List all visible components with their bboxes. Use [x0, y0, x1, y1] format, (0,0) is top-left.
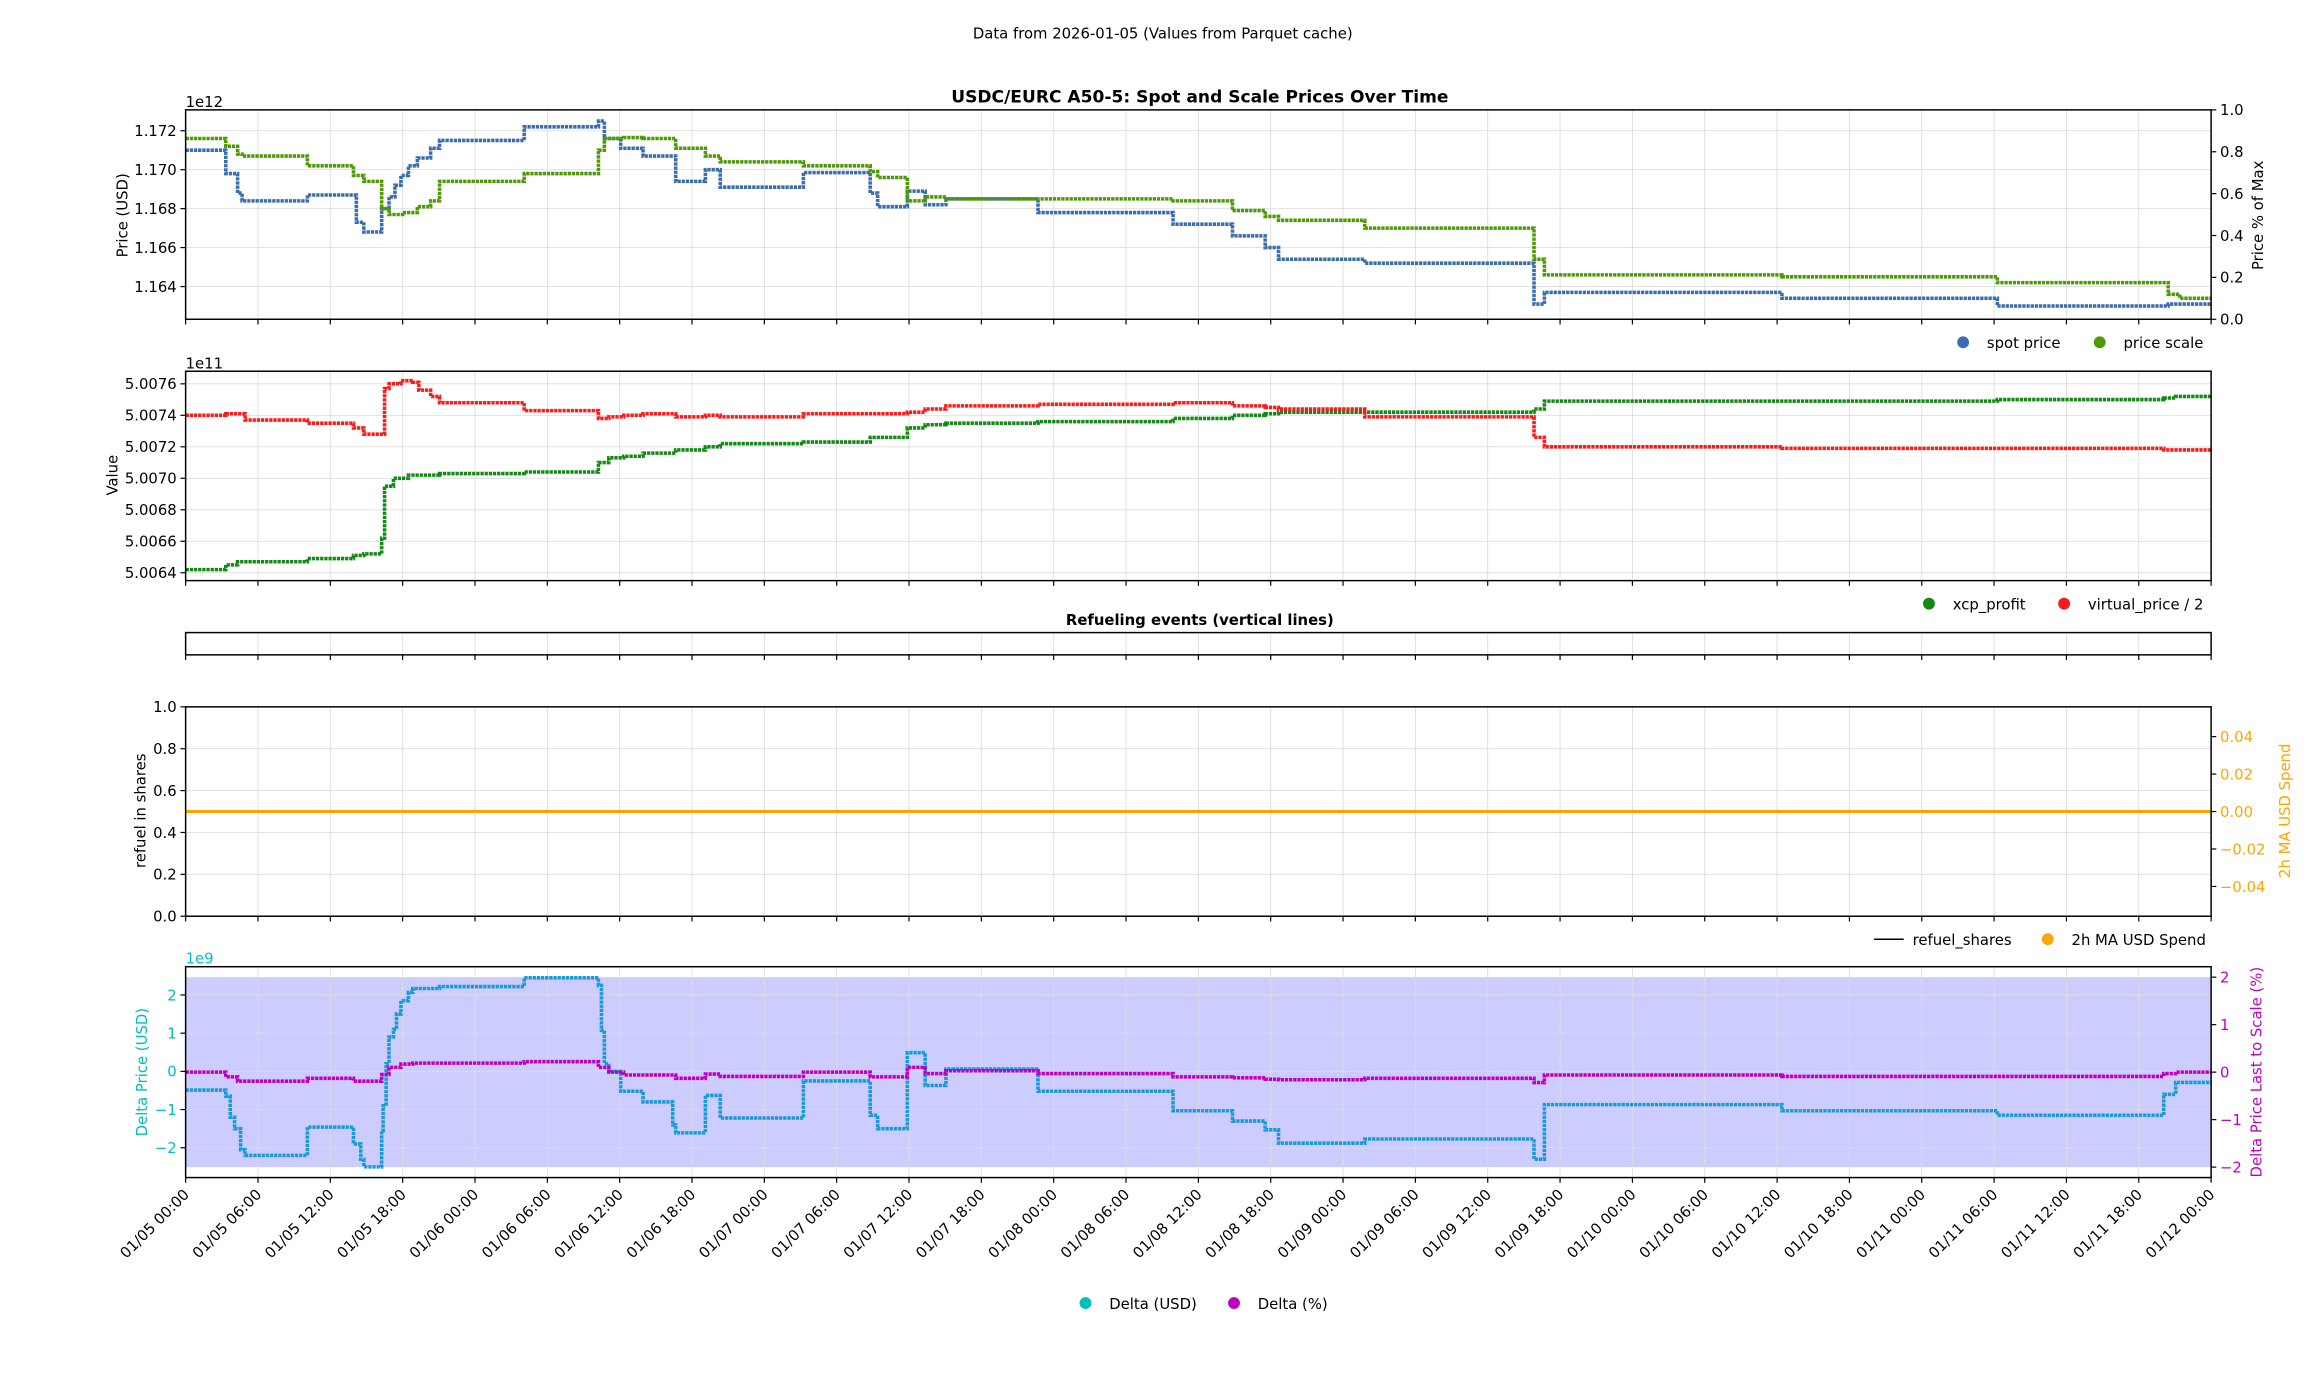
legend-marker [1079, 1297, 1092, 1309]
y-tick-label: 1 [167, 1026, 176, 1043]
legend-label: refuel_shares [1913, 932, 2012, 949]
y-tick-label: 5.0074 [125, 408, 177, 425]
y-right-tick-label: −0.02 [2220, 841, 2265, 858]
y-right-tick-label: 0.2 [2220, 270, 2244, 287]
series-virtual-price-2 [185, 378, 2212, 452]
y-offset-label: 1e12 [186, 94, 223, 111]
y-right-tick-label: 0 [2220, 1064, 2229, 1081]
y-axis-label: Delta Price (USD) [134, 1008, 151, 1136]
y-tick-label: −1 [155, 1102, 177, 1119]
y-right-tick-label: 0.0 [2220, 312, 2244, 329]
axes [180, 109, 2217, 1183]
series-delta-usd- [185, 976, 2212, 1169]
y-right-tick-label: 2 [2220, 970, 2229, 987]
y-tick-label: 1.164 [134, 279, 176, 296]
axes-frame-2 [184, 631, 2212, 656]
y-right-tick-label: 0.00 [2220, 804, 2253, 821]
y-tick-label: 0.0 [153, 909, 177, 926]
y-right-axis-label: Price % of Max [2250, 160, 2267, 270]
y-tick-label: 1.172 [134, 123, 176, 140]
legend-label: Delta (USD) [1109, 1296, 1197, 1313]
y-offset-label: 1e11 [186, 355, 223, 372]
y-right-tick-label: 0.04 [2220, 729, 2253, 746]
legend-label: xcp_profit [1953, 597, 2026, 614]
y-right-tick-label: 1 [2220, 1017, 2229, 1034]
y-right-tick-label: 0.4 [2220, 228, 2244, 245]
series-delta- [185, 1059, 2212, 1085]
y-right-tick-label: 0.8 [2220, 144, 2244, 161]
refuel-panel-title: Refueling events (vertical lines) [1066, 612, 1334, 629]
legend-label: price scale [2123, 335, 2203, 352]
y-offset-label: 1e9 [186, 951, 214, 968]
y-right-axis-label: 2h MA USD Spend [2277, 744, 2294, 878]
y-right-axis-label: Delta Price Last to Scale (%) [2249, 967, 2266, 1178]
legend-marker [2041, 933, 2054, 946]
y-right-tick-label: −1 [2220, 1112, 2242, 1129]
y-right-tick-label: −2 [2220, 1159, 2242, 1176]
legend-marker [1923, 597, 1935, 610]
y-tick-label: 0.4 [153, 825, 177, 842]
y-tick-label: 1.166 [134, 240, 176, 257]
y-right-tick-label: −0.04 [2220, 879, 2265, 896]
y-tick-label: 0 [167, 1064, 176, 1081]
y-tick-label: 5.0068 [125, 502, 177, 519]
y-tick-label: 0.6 [153, 783, 177, 800]
axes-frame-0 [184, 109, 2212, 321]
legend-label: virtual_price / 2 [2088, 597, 2204, 614]
y-tick-label: 0.2 [153, 867, 177, 884]
legend-marker [2058, 597, 2071, 610]
y-tick-label: 2 [167, 987, 176, 1004]
y-right-tick-label: 1.0 [2220, 102, 2244, 119]
legend-label: spot price [1987, 335, 2061, 352]
y-axis-label: refuel in shares [133, 754, 150, 869]
series-spot-price [185, 119, 2212, 308]
y-tick-label: 1.0 [153, 699, 177, 716]
series-price-scale [185, 135, 2212, 301]
legend-label: Delta (%) [1258, 1296, 1328, 1313]
y-axis-label: Price (USD) [115, 173, 132, 257]
legend-marker [1228, 1297, 1240, 1309]
y-right-tick-label: 0.02 [2220, 766, 2253, 783]
y-tick-label: 0.8 [153, 741, 177, 758]
legend-label: 2h MA USD Spend [2072, 932, 2206, 949]
y-tick-label: 5.0072 [125, 439, 177, 456]
legend-marker [2093, 336, 2106, 349]
y-tick-label: 5.0076 [125, 376, 177, 393]
y-tick-label: 1.170 [134, 162, 176, 179]
suptitle: Data from 2026-01-05 (Values from Parque… [973, 26, 1353, 43]
y-right-tick-label: 0.6 [2220, 186, 2244, 203]
y-tick-label: 5.0066 [125, 534, 177, 551]
y-tick-label: 5.0070 [125, 471, 177, 488]
legend-marker [1957, 336, 1970, 349]
axes-frame-4 [184, 965, 2212, 1179]
panel-title: USDC/EURC A50-5: Spot and Scale Prices O… [951, 87, 1448, 107]
y-tick-label: 5.0064 [125, 565, 177, 582]
y-tick-label: 1.168 [134, 201, 176, 218]
y-axis-label: Value [104, 455, 121, 496]
data-series [185, 119, 2212, 1169]
y-tick-label: −2 [155, 1140, 177, 1157]
series-xcp-profit [185, 394, 2212, 572]
axes-frame-1 [184, 370, 2212, 582]
axes-frame-3 [184, 706, 2212, 917]
